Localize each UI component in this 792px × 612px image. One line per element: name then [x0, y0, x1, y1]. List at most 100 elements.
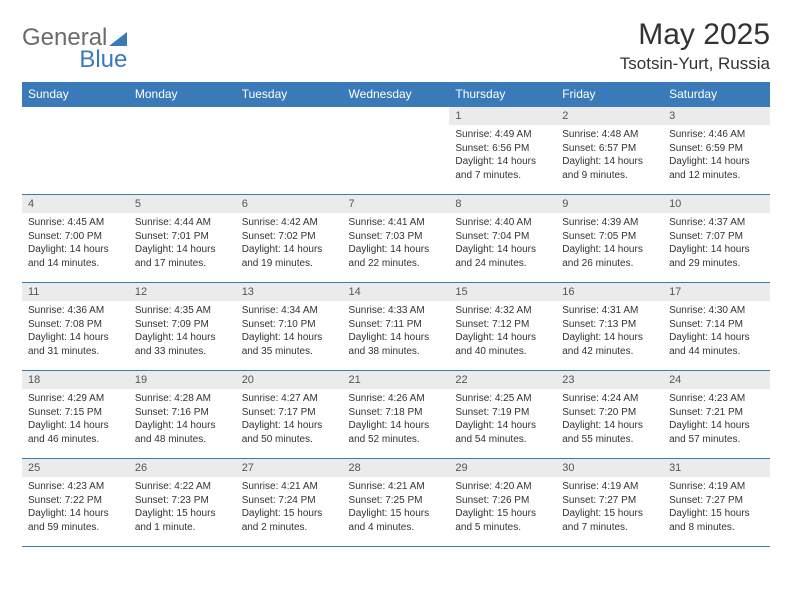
calendar-cell: 31Sunrise: 4:19 AMSunset: 7:27 PMDayligh…	[663, 459, 770, 547]
logo: GeneralBlue	[22, 18, 127, 74]
day-data: Sunrise: 4:27 AMSunset: 7:17 PMDaylight:…	[236, 389, 343, 449]
day-number: 3	[663, 107, 770, 125]
day-header: Sunday	[22, 82, 129, 107]
day-header: Tuesday	[236, 82, 343, 107]
calendar-cell	[343, 107, 450, 195]
day-data: Sunrise: 4:21 AMSunset: 7:24 PMDaylight:…	[236, 477, 343, 537]
day-data: Sunrise: 4:36 AMSunset: 7:08 PMDaylight:…	[22, 301, 129, 361]
calendar-cell: 14Sunrise: 4:33 AMSunset: 7:11 PMDayligh…	[343, 283, 450, 371]
calendar-cell: 29Sunrise: 4:20 AMSunset: 7:26 PMDayligh…	[449, 459, 556, 547]
calendar-cell: 10Sunrise: 4:37 AMSunset: 7:07 PMDayligh…	[663, 195, 770, 283]
calendar-cell	[22, 107, 129, 195]
day-data: Sunrise: 4:34 AMSunset: 7:10 PMDaylight:…	[236, 301, 343, 361]
day-number: 5	[129, 195, 236, 213]
day-data: Sunrise: 4:24 AMSunset: 7:20 PMDaylight:…	[556, 389, 663, 449]
day-number: 30	[556, 459, 663, 477]
day-number: 13	[236, 283, 343, 301]
day-data: Sunrise: 4:33 AMSunset: 7:11 PMDaylight:…	[343, 301, 450, 361]
day-header: Monday	[129, 82, 236, 107]
day-number: 25	[22, 459, 129, 477]
day-data: Sunrise: 4:23 AMSunset: 7:22 PMDaylight:…	[22, 477, 129, 537]
day-number: 16	[556, 283, 663, 301]
day-number: 24	[663, 371, 770, 389]
day-data: Sunrise: 4:19 AMSunset: 7:27 PMDaylight:…	[663, 477, 770, 537]
day-data: Sunrise: 4:41 AMSunset: 7:03 PMDaylight:…	[343, 213, 450, 273]
calendar-cell: 15Sunrise: 4:32 AMSunset: 7:12 PMDayligh…	[449, 283, 556, 371]
calendar-week-row: 1Sunrise: 4:49 AMSunset: 6:56 PMDaylight…	[22, 107, 770, 195]
day-number: 2	[556, 107, 663, 125]
calendar-cell: 9Sunrise: 4:39 AMSunset: 7:05 PMDaylight…	[556, 195, 663, 283]
day-data: Sunrise: 4:25 AMSunset: 7:19 PMDaylight:…	[449, 389, 556, 449]
calendar-cell: 7Sunrise: 4:41 AMSunset: 7:03 PMDaylight…	[343, 195, 450, 283]
calendar-week-row: 4Sunrise: 4:45 AMSunset: 7:00 PMDaylight…	[22, 195, 770, 283]
day-data: Sunrise: 4:39 AMSunset: 7:05 PMDaylight:…	[556, 213, 663, 273]
logo-triangle-icon	[109, 32, 127, 46]
day-number: 26	[129, 459, 236, 477]
calendar-cell	[129, 107, 236, 195]
calendar-cell: 25Sunrise: 4:23 AMSunset: 7:22 PMDayligh…	[22, 459, 129, 547]
calendar-cell: 23Sunrise: 4:24 AMSunset: 7:20 PMDayligh…	[556, 371, 663, 459]
day-number: 11	[22, 283, 129, 301]
day-number: 19	[129, 371, 236, 389]
calendar-week-row: 25Sunrise: 4:23 AMSunset: 7:22 PMDayligh…	[22, 459, 770, 547]
day-header: Thursday	[449, 82, 556, 107]
header: GeneralBlue May 2025 Tsotsin-Yurt, Russi…	[22, 18, 770, 74]
day-data: Sunrise: 4:20 AMSunset: 7:26 PMDaylight:…	[449, 477, 556, 537]
day-number: 21	[343, 371, 450, 389]
day-data: Sunrise: 4:49 AMSunset: 6:56 PMDaylight:…	[449, 125, 556, 185]
calendar-cell	[236, 107, 343, 195]
calendar-cell: 22Sunrise: 4:25 AMSunset: 7:19 PMDayligh…	[449, 371, 556, 459]
day-data: Sunrise: 4:28 AMSunset: 7:16 PMDaylight:…	[129, 389, 236, 449]
day-data: Sunrise: 4:48 AMSunset: 6:57 PMDaylight:…	[556, 125, 663, 185]
calendar-cell: 16Sunrise: 4:31 AMSunset: 7:13 PMDayligh…	[556, 283, 663, 371]
day-number: 20	[236, 371, 343, 389]
day-number: 31	[663, 459, 770, 477]
calendar-week-row: 18Sunrise: 4:29 AMSunset: 7:15 PMDayligh…	[22, 371, 770, 459]
day-header: Friday	[556, 82, 663, 107]
calendar-cell: 13Sunrise: 4:34 AMSunset: 7:10 PMDayligh…	[236, 283, 343, 371]
day-number: 22	[449, 371, 556, 389]
page-title: May 2025	[620, 18, 770, 52]
day-data: Sunrise: 4:44 AMSunset: 7:01 PMDaylight:…	[129, 213, 236, 273]
day-number: 14	[343, 283, 450, 301]
day-data: Sunrise: 4:35 AMSunset: 7:09 PMDaylight:…	[129, 301, 236, 361]
calendar-cell: 19Sunrise: 4:28 AMSunset: 7:16 PMDayligh…	[129, 371, 236, 459]
day-number: 12	[129, 283, 236, 301]
day-number: 27	[236, 459, 343, 477]
day-data: Sunrise: 4:42 AMSunset: 7:02 PMDaylight:…	[236, 213, 343, 273]
title-block: May 2025 Tsotsin-Yurt, Russia	[620, 18, 770, 74]
day-number: 15	[449, 283, 556, 301]
day-number: 6	[236, 195, 343, 213]
calendar-cell: 27Sunrise: 4:21 AMSunset: 7:24 PMDayligh…	[236, 459, 343, 547]
day-number: 23	[556, 371, 663, 389]
day-data: Sunrise: 4:30 AMSunset: 7:14 PMDaylight:…	[663, 301, 770, 361]
calendar-cell: 26Sunrise: 4:22 AMSunset: 7:23 PMDayligh…	[129, 459, 236, 547]
calendar-cell: 5Sunrise: 4:44 AMSunset: 7:01 PMDaylight…	[129, 195, 236, 283]
day-number: 18	[22, 371, 129, 389]
calendar-cell: 24Sunrise: 4:23 AMSunset: 7:21 PMDayligh…	[663, 371, 770, 459]
calendar-week-row: 11Sunrise: 4:36 AMSunset: 7:08 PMDayligh…	[22, 283, 770, 371]
day-number: 28	[343, 459, 450, 477]
calendar-cell: 1Sunrise: 4:49 AMSunset: 6:56 PMDaylight…	[449, 107, 556, 195]
day-header: Saturday	[663, 82, 770, 107]
day-data: Sunrise: 4:22 AMSunset: 7:23 PMDaylight:…	[129, 477, 236, 537]
day-data: Sunrise: 4:23 AMSunset: 7:21 PMDaylight:…	[663, 389, 770, 449]
day-data: Sunrise: 4:40 AMSunset: 7:04 PMDaylight:…	[449, 213, 556, 273]
calendar-cell: 11Sunrise: 4:36 AMSunset: 7:08 PMDayligh…	[22, 283, 129, 371]
day-number: 9	[556, 195, 663, 213]
day-number: 17	[663, 283, 770, 301]
calendar-cell: 4Sunrise: 4:45 AMSunset: 7:00 PMDaylight…	[22, 195, 129, 283]
day-data: Sunrise: 4:45 AMSunset: 7:00 PMDaylight:…	[22, 213, 129, 273]
day-data: Sunrise: 4:29 AMSunset: 7:15 PMDaylight:…	[22, 389, 129, 449]
day-header: Wednesday	[343, 82, 450, 107]
calendar-table: Sunday Monday Tuesday Wednesday Thursday…	[22, 82, 770, 547]
day-data: Sunrise: 4:32 AMSunset: 7:12 PMDaylight:…	[449, 301, 556, 361]
calendar-cell: 28Sunrise: 4:21 AMSunset: 7:25 PMDayligh…	[343, 459, 450, 547]
day-number: 1	[449, 107, 556, 125]
calendar-cell: 20Sunrise: 4:27 AMSunset: 7:17 PMDayligh…	[236, 371, 343, 459]
day-header-row: Sunday Monday Tuesday Wednesday Thursday…	[22, 82, 770, 107]
page-subtitle: Tsotsin-Yurt, Russia	[620, 54, 770, 74]
day-number: 8	[449, 195, 556, 213]
day-data: Sunrise: 4:46 AMSunset: 6:59 PMDaylight:…	[663, 125, 770, 185]
calendar-cell: 6Sunrise: 4:42 AMSunset: 7:02 PMDaylight…	[236, 195, 343, 283]
